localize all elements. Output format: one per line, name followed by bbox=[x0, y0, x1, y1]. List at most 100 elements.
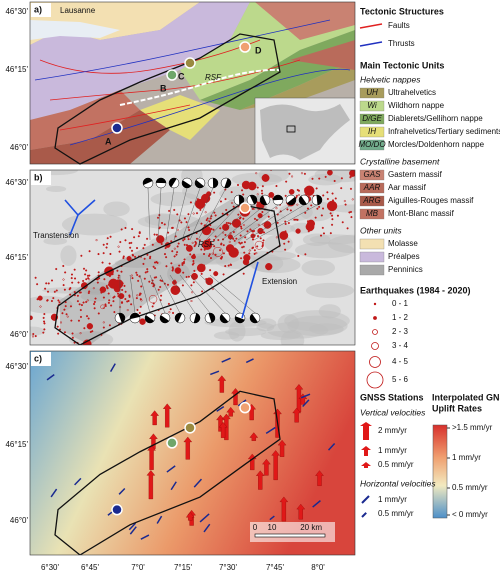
earthquake bbox=[158, 226, 161, 229]
earthquake bbox=[42, 331, 45, 334]
earthquake bbox=[42, 316, 45, 319]
earthquake bbox=[0, 325, 1, 327]
earthquake bbox=[159, 279, 162, 282]
earthquake bbox=[327, 170, 333, 176]
earthquake bbox=[136, 294, 139, 297]
earthquake bbox=[192, 253, 196, 256]
study-area bbox=[54, 33, 281, 165]
focal-mechanism-quadrant bbox=[208, 313, 215, 323]
horizontal-velocity bbox=[118, 487, 126, 495]
earthquake bbox=[265, 263, 273, 271]
legend-text: Aiguilles-Rouges massif bbox=[388, 196, 474, 205]
vertical-velocity bbox=[217, 375, 227, 393]
earthquake bbox=[195, 212, 199, 215]
horizontal-velocity bbox=[129, 526, 137, 535]
earthquake bbox=[284, 194, 287, 197]
earthquake bbox=[173, 247, 176, 250]
earthquake bbox=[168, 209, 171, 212]
earthquake bbox=[295, 194, 298, 197]
focal-link bbox=[165, 187, 175, 241]
earthquake bbox=[96, 278, 99, 281]
hillshade bbox=[299, 200, 335, 222]
horizontal-velocity bbox=[265, 426, 276, 435]
focal-mechanism bbox=[144, 312, 156, 324]
earthquake bbox=[167, 302, 170, 305]
earthquake bbox=[94, 297, 97, 300]
vertical-velocity-swatch bbox=[360, 422, 372, 440]
horizontal-velocity bbox=[269, 515, 275, 521]
legend-text: Aar massif bbox=[388, 183, 427, 192]
earthquake bbox=[52, 297, 55, 300]
seismicity-map bbox=[0, 170, 355, 345]
earthquake bbox=[322, 194, 325, 197]
gnss-map: 0 10 20 km bbox=[30, 351, 355, 555]
earthquake bbox=[143, 277, 146, 280]
lat-label: 46°0' bbox=[10, 330, 29, 339]
earthquake bbox=[88, 274, 91, 277]
geology-map bbox=[30, 2, 355, 164]
earthquake bbox=[261, 174, 270, 182]
earthquake bbox=[113, 311, 116, 314]
earthquake bbox=[232, 230, 235, 234]
earthquake bbox=[108, 275, 111, 278]
vertical-velocity bbox=[262, 458, 271, 476]
study-area bbox=[54, 390, 281, 555]
earthquake bbox=[213, 211, 216, 214]
focal-link bbox=[245, 204, 305, 241]
earthquake bbox=[139, 305, 142, 308]
unit-swatch bbox=[359, 251, 385, 263]
focal-link bbox=[189, 187, 214, 241]
earthquake bbox=[139, 292, 142, 295]
earthquake bbox=[212, 228, 215, 231]
focal-link bbox=[237, 204, 292, 241]
legend-text: Other units bbox=[360, 225, 402, 235]
earthquake bbox=[50, 279, 54, 282]
earthquake bbox=[128, 295, 131, 298]
earthquake bbox=[275, 184, 278, 188]
vertical-velocity-swatch bbox=[361, 446, 371, 456]
focal-mechanism bbox=[246, 194, 258, 206]
earthquake bbox=[257, 223, 260, 227]
legend-text: MB bbox=[366, 209, 379, 218]
earthquake bbox=[55, 267, 58, 271]
earthquake bbox=[176, 228, 179, 231]
earthquake bbox=[104, 304, 107, 308]
lat-label: 46°0' bbox=[10, 143, 29, 152]
earthquake bbox=[183, 258, 186, 261]
earthquake bbox=[43, 322, 46, 325]
earthquake bbox=[156, 261, 159, 264]
earthquake bbox=[126, 256, 132, 262]
earthquake bbox=[227, 222, 230, 225]
earthquake bbox=[14, 327, 16, 329]
earthquake bbox=[143, 243, 146, 246]
earthquake bbox=[295, 228, 301, 234]
earthquake bbox=[153, 276, 156, 279]
lat-label: 46°30' bbox=[5, 178, 28, 187]
earthquake bbox=[86, 299, 89, 302]
horizontal-velocity bbox=[128, 522, 137, 531]
earthquake bbox=[232, 237, 235, 240]
earthquake bbox=[178, 264, 181, 267]
earthquake bbox=[70, 277, 73, 280]
legend-text: Molasse bbox=[388, 239, 418, 248]
earthquake bbox=[268, 191, 275, 198]
vertical-velocity-swatch bbox=[361, 462, 371, 468]
legend-text: Thrusts bbox=[388, 39, 415, 48]
hillshade bbox=[60, 245, 77, 266]
earthquake bbox=[229, 222, 232, 225]
earthquake bbox=[296, 203, 299, 206]
hillshade bbox=[45, 185, 67, 193]
earthquake bbox=[205, 219, 208, 222]
earthquake bbox=[219, 200, 223, 203]
earthquake bbox=[224, 265, 227, 268]
earthquake bbox=[285, 180, 288, 183]
earthquake bbox=[171, 291, 174, 294]
earthquake bbox=[89, 330, 92, 333]
earthquake bbox=[316, 207, 319, 210]
earthquake bbox=[217, 239, 220, 242]
earthquake bbox=[192, 281, 195, 284]
frame bbox=[29, 169, 356, 346]
focal-mechanism-quadrant bbox=[273, 195, 283, 201]
legend-text: Earthquakes (1984 - 2020) bbox=[360, 285, 471, 295]
earthquake bbox=[14, 302, 16, 304]
